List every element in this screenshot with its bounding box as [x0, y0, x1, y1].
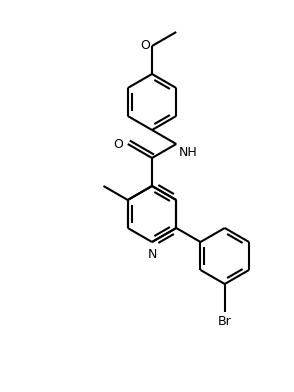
Text: O: O — [113, 138, 123, 151]
Text: O: O — [140, 38, 150, 51]
Text: N: N — [147, 248, 157, 261]
Text: Br: Br — [218, 315, 232, 328]
Text: NH: NH — [179, 146, 198, 159]
